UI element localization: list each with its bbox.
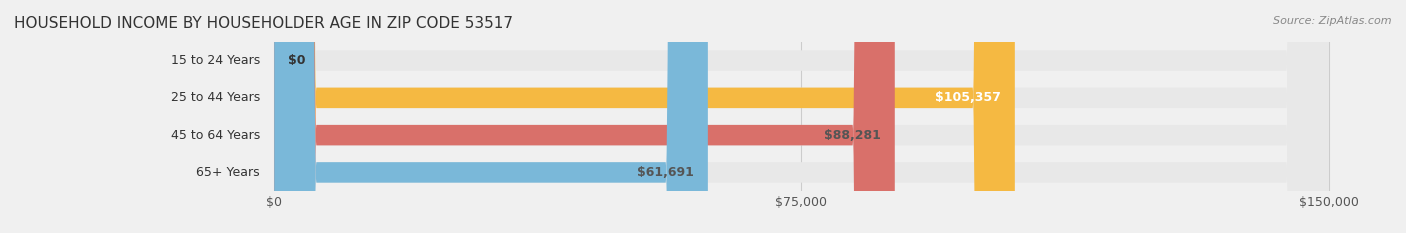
Text: $88,281: $88,281 xyxy=(824,129,880,142)
Text: Source: ZipAtlas.com: Source: ZipAtlas.com xyxy=(1274,16,1392,26)
Text: HOUSEHOLD INCOME BY HOUSEHOLDER AGE IN ZIP CODE 53517: HOUSEHOLD INCOME BY HOUSEHOLDER AGE IN Z… xyxy=(14,16,513,31)
FancyBboxPatch shape xyxy=(274,0,707,233)
FancyBboxPatch shape xyxy=(274,0,1015,233)
FancyBboxPatch shape xyxy=(274,0,1329,233)
FancyBboxPatch shape xyxy=(274,0,1329,233)
FancyBboxPatch shape xyxy=(274,0,894,233)
Text: $0: $0 xyxy=(288,54,305,67)
Text: 25 to 44 Years: 25 to 44 Years xyxy=(172,91,260,104)
FancyBboxPatch shape xyxy=(274,0,1329,233)
FancyBboxPatch shape xyxy=(274,0,1329,233)
Text: 45 to 64 Years: 45 to 64 Years xyxy=(172,129,260,142)
Text: $61,691: $61,691 xyxy=(637,166,693,179)
Text: 15 to 24 Years: 15 to 24 Years xyxy=(172,54,260,67)
Text: 65+ Years: 65+ Years xyxy=(197,166,260,179)
Text: $105,357: $105,357 xyxy=(935,91,1001,104)
